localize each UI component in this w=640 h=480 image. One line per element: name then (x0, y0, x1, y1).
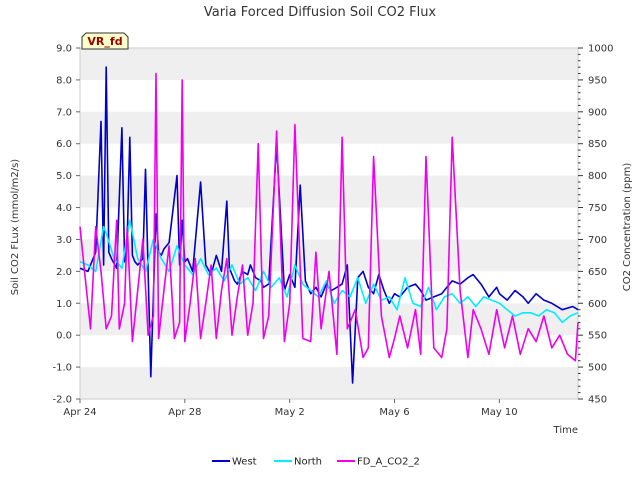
x-tick-label: May 10 (481, 407, 518, 418)
y-tick-label: 8.0 (56, 75, 72, 86)
x-tick-label: May 2 (275, 407, 305, 418)
y-tick-label: 4.0 (56, 203, 72, 214)
y2-tick-label: 850 (588, 139, 607, 150)
y-tick-label: 3.0 (56, 235, 72, 246)
y-tick-label: 0.0 (56, 331, 72, 342)
legend-label: FD_A_CO2_2 (357, 457, 420, 468)
series-layer (79, 66, 579, 384)
y2-tick-label: 900 (588, 107, 607, 118)
grid-band (80, 111, 578, 144)
plot-background (80, 48, 578, 399)
x-tick-label: Apr 28 (168, 407, 201, 418)
site-badge: VR_fd (81, 32, 129, 50)
site-badge-label: VR_fd (87, 35, 122, 48)
y-tick-label: -1.0 (52, 363, 72, 374)
plot-frame (79, 47, 579, 400)
y2-tick-label: 600 (588, 299, 607, 310)
y-tick-label: 5.0 (56, 171, 72, 182)
y2-tick-label: 750 (588, 203, 607, 214)
y-axis-label: Soil CO2 FLux (mmol/m2/s) (10, 159, 21, 296)
legend: West North FD_A_CO2_2 (212, 457, 420, 468)
y-tick-label: 9.0 (56, 44, 72, 55)
grid-band (80, 175, 578, 208)
y2-tick-label: 550 (588, 331, 607, 342)
y-tick-label: 1.0 (56, 299, 72, 310)
x-axis-label: Time (553, 425, 578, 436)
x-tick-label: Apr 24 (63, 407, 96, 418)
y2-tick-label: 650 (588, 267, 607, 278)
x-tick-label: May 6 (379, 407, 409, 418)
y-tick-label: 7.0 (56, 107, 72, 118)
series-line-fd-a-co2-2 (79, 72, 579, 362)
y-tick-label: -2.0 (52, 395, 72, 406)
legend-label: West (232, 457, 257, 468)
y-tick-label: 6.0 (56, 139, 72, 150)
grid-band (80, 48, 578, 80)
legend-label: North (294, 457, 322, 468)
chart-title: Varia Forced Diffusion Soil CO2 Flux (204, 5, 437, 20)
y2-axis-label: CO2 Concentration (ppm) (622, 163, 633, 292)
y2-tick-label: 1000 (588, 44, 613, 55)
y2-tick-label: 700 (588, 235, 607, 246)
grid-band (80, 367, 578, 399)
y2-tick-label: 500 (588, 363, 607, 374)
y-tick-label: 2.0 (56, 267, 72, 278)
y2-tick-label: 800 (588, 171, 607, 182)
grid-band (80, 303, 578, 336)
series-line-north (79, 219, 579, 324)
axis-layer: -2.0 -1.0 0.0 1.0 2.0 3.0 4.0 5.0 6.0 7.0 8.0 9.0 45… (52, 44, 613, 419)
y2-tick-label: 950 (588, 75, 607, 86)
y2-tick-label: 450 (588, 395, 607, 406)
grid-band (80, 239, 578, 272)
